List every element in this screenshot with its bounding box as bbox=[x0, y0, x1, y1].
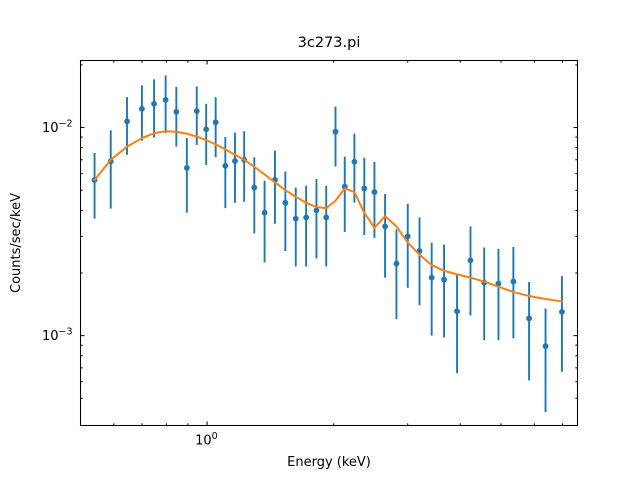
plot-frame bbox=[79, 59, 579, 427]
data-point bbox=[526, 315, 532, 322]
data-point bbox=[203, 126, 210, 133]
y-axis-label: Counts/sec/keV bbox=[9, 193, 24, 293]
data-point bbox=[251, 184, 258, 191]
data-point bbox=[323, 214, 330, 221]
data-point bbox=[351, 158, 358, 165]
data-point bbox=[292, 215, 299, 222]
data-point bbox=[139, 105, 145, 112]
data-point bbox=[428, 274, 435, 281]
data-point bbox=[212, 119, 219, 126]
data-point bbox=[495, 280, 502, 287]
data-point bbox=[162, 96, 169, 103]
data-point bbox=[332, 128, 339, 135]
data-point bbox=[313, 207, 320, 214]
data-point bbox=[441, 276, 447, 283]
data-point bbox=[382, 223, 388, 230]
data-point bbox=[542, 343, 549, 350]
model-curve bbox=[93, 130, 563, 303]
data-point bbox=[361, 185, 368, 192]
data-point bbox=[467, 257, 474, 264]
data-point bbox=[261, 209, 268, 216]
x-axis-label: Energy (keV) bbox=[287, 455, 371, 470]
data-point bbox=[173, 108, 180, 115]
data-point bbox=[222, 162, 229, 169]
data-error-bars bbox=[93, 75, 563, 412]
data-point bbox=[559, 309, 565, 315]
data-point bbox=[393, 260, 400, 267]
data-point bbox=[303, 214, 310, 221]
data-point bbox=[454, 308, 460, 315]
data-point bbox=[193, 108, 200, 114]
data-point bbox=[371, 189, 378, 195]
data-point bbox=[404, 233, 411, 240]
data-point bbox=[151, 100, 157, 107]
data-point bbox=[282, 199, 289, 206]
page-title: 3c273.pi bbox=[298, 35, 361, 51]
data-point bbox=[124, 118, 130, 125]
data-point bbox=[510, 278, 517, 285]
data-point bbox=[232, 158, 238, 164]
data-point bbox=[183, 164, 190, 171]
